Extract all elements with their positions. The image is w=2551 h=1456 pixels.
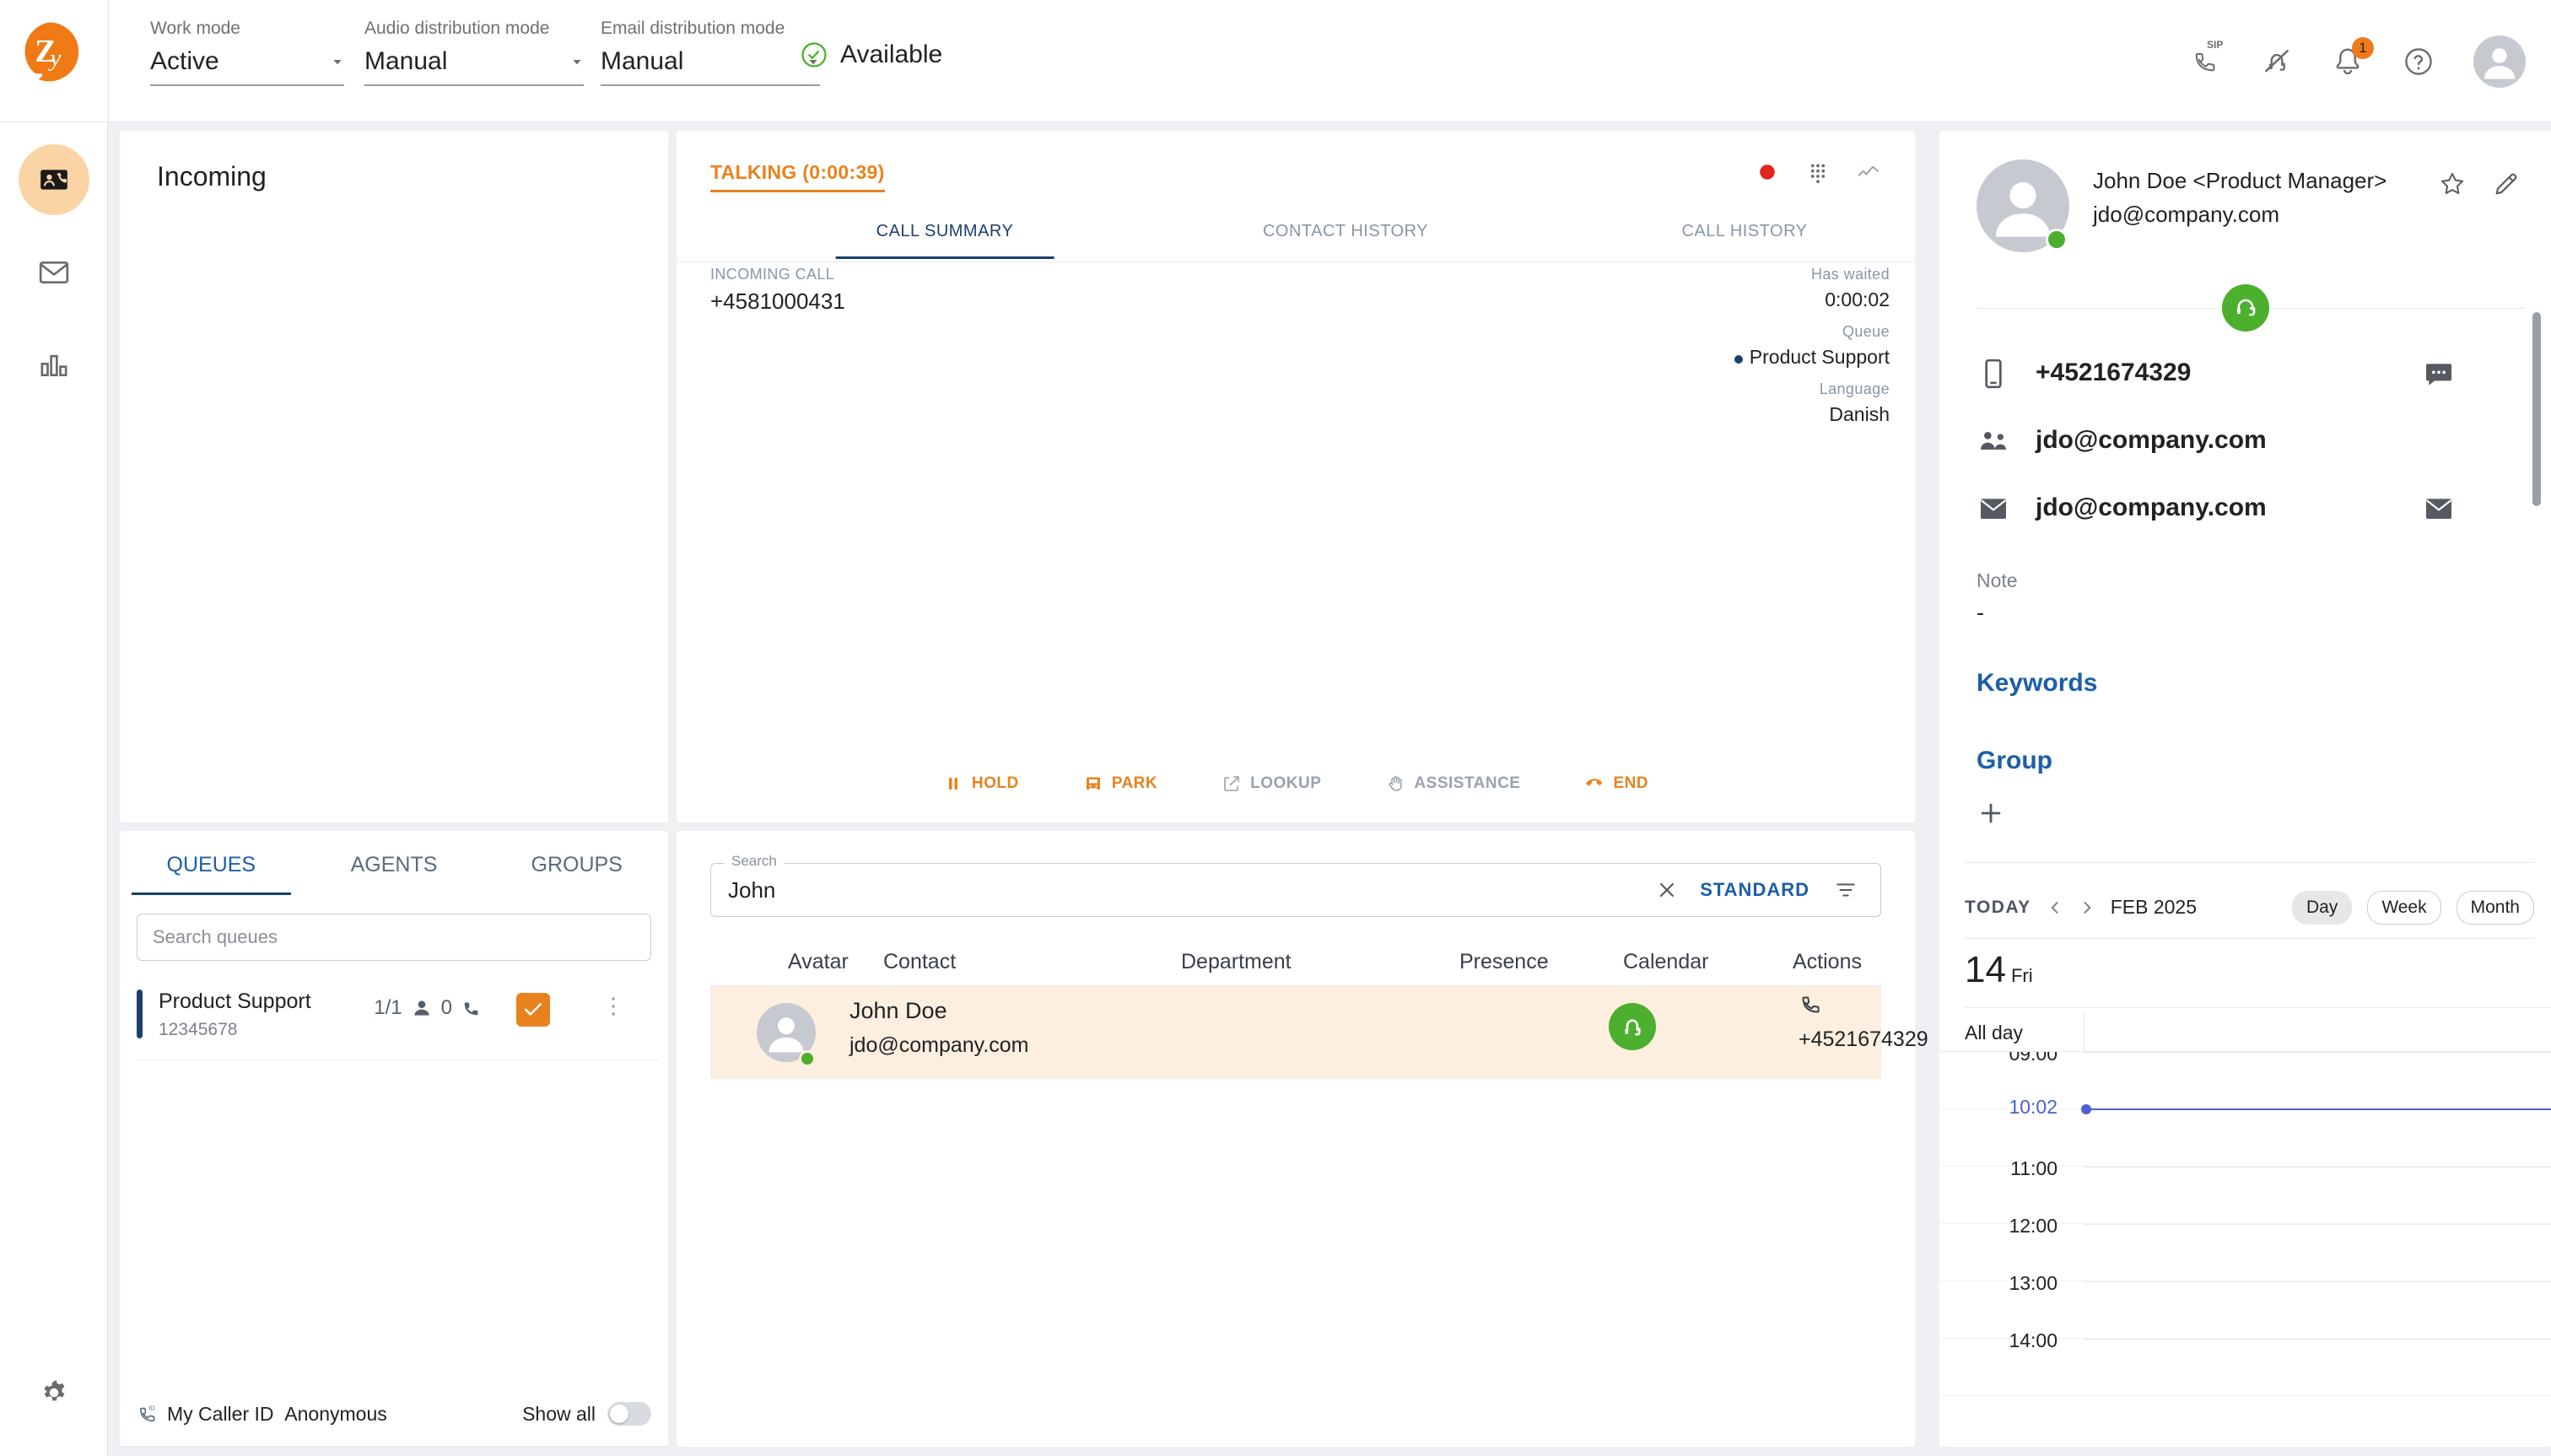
svg-text:y: y	[48, 45, 62, 72]
svg-text:ID: ID	[148, 1405, 155, 1412]
